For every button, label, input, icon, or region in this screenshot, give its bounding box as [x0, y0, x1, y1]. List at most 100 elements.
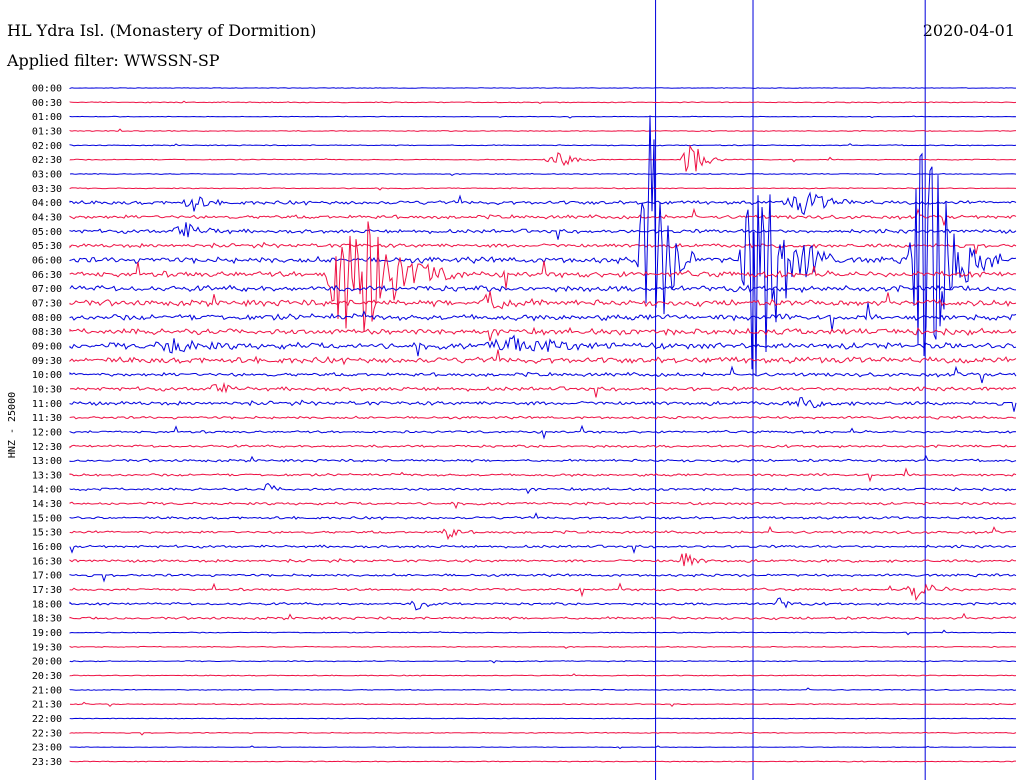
time-tick-label: 11:30	[32, 413, 62, 424]
time-tick-label: 06:30	[32, 270, 62, 281]
trace-row	[69, 482, 1017, 495]
time-tick-label: 17:30	[32, 585, 62, 596]
trace-row	[69, 553, 1016, 567]
trace-row	[69, 544, 1017, 555]
time-tick-label: 09:00	[32, 341, 62, 352]
trace-row	[69, 365, 1017, 384]
time-tick-label: 16:30	[32, 556, 62, 567]
trace-row	[69, 221, 1017, 332]
time-tick-label: 04:00	[32, 198, 62, 209]
time-tick-label: 13:00	[32, 456, 62, 467]
time-tick-label: 02:30	[32, 155, 62, 166]
event-markers	[655, 0, 926, 780]
trace-row	[69, 187, 1017, 191]
time-tick-label: 11:00	[32, 399, 62, 410]
trace-row	[69, 222, 1017, 240]
trace-row	[69, 302, 1017, 331]
trace-row	[69, 512, 1017, 521]
time-tick-label: 20:30	[32, 671, 62, 682]
trace-row	[69, 629, 1017, 636]
trace-row	[69, 612, 1017, 621]
trace-row	[69, 349, 1017, 366]
time-tick-label: 16:00	[32, 542, 62, 553]
trace-row	[69, 424, 1017, 440]
trace-row	[69, 207, 1017, 226]
trace-row	[69, 731, 1017, 736]
trace-row	[69, 284, 1017, 294]
y-axis-label: HNZ - 25000	[7, 392, 18, 458]
time-tick-label: 21:00	[32, 685, 62, 696]
trace-row	[69, 582, 1017, 602]
time-tick-label: 19:30	[32, 642, 62, 653]
plot-title: HL Ydra Isl. (Monastery of Dormition)	[7, 21, 317, 40]
time-tick-label: 14:00	[32, 485, 62, 496]
trace-row	[69, 87, 1016, 89]
time-tick-label: 22:00	[32, 714, 62, 725]
time-tick-label: 22:30	[32, 728, 62, 739]
trace-row	[69, 290, 1017, 310]
trace-row	[69, 128, 1017, 133]
trace-row	[69, 326, 1017, 342]
trace-row	[69, 143, 1017, 147]
trace-row	[69, 717, 1017, 720]
time-tick-label: 05:00	[32, 227, 62, 238]
time-tick-label: 15:30	[32, 528, 62, 539]
trace-row	[69, 396, 1017, 412]
time-tick-label: 04:30	[32, 212, 62, 223]
trace-rows	[69, 87, 1017, 763]
trace-row	[69, 745, 1017, 750]
trace-row	[69, 100, 1017, 104]
time-tick-label: 08:00	[32, 313, 62, 324]
trace-row	[69, 467, 1017, 483]
trace-row	[69, 454, 1017, 463]
time-tick-label: 18:30	[32, 614, 62, 625]
trace-row	[69, 501, 1017, 510]
time-tick-label: 01:30	[32, 126, 62, 137]
trace-row	[69, 673, 1017, 677]
trace-row	[69, 115, 1017, 119]
filter-label: Applied filter: WWSSN-SP	[7, 51, 220, 70]
time-tick-label: 00:00	[32, 84, 62, 95]
time-tick-label: 12:00	[32, 427, 62, 438]
time-tick-label: 13:30	[32, 470, 62, 481]
trace-row	[69, 573, 1017, 583]
time-tick-label: 15:00	[32, 513, 62, 524]
time-tick-label: 10:00	[32, 370, 62, 381]
trace-row	[69, 415, 1016, 420]
time-tick-label: 01:00	[32, 112, 62, 123]
time-tick-label: 03:30	[32, 184, 62, 195]
time-tick-label: 02:00	[32, 141, 62, 152]
trace-row	[69, 172, 1017, 176]
time-tick-label: 10:30	[32, 384, 62, 395]
time-tick-label: 07:30	[32, 298, 62, 309]
trace-row	[69, 645, 1016, 649]
plot-date: 2020-04-01	[922, 21, 1015, 40]
trace-row	[69, 687, 1017, 691]
time-tick-labels: 00:00 00:30 01:00 01:30 02:00 02:30 03:00 03:30…	[32, 84, 62, 769]
time-tick-label: 12:30	[32, 442, 62, 453]
trace-row	[69, 191, 1017, 216]
trace-row	[69, 760, 1016, 763]
trace-row	[69, 334, 1017, 357]
time-tick-label: 08:30	[32, 327, 62, 338]
trace-row	[69, 525, 1017, 541]
time-tick-label: 14:30	[32, 499, 62, 510]
time-tick-label: 17:00	[32, 571, 62, 582]
time-tick-label: 20:00	[32, 657, 62, 668]
trace-row	[69, 660, 1017, 664]
trace-row	[69, 241, 1017, 255]
trace-row	[69, 144, 1017, 172]
time-tick-label: 18:00	[32, 599, 62, 610]
trace-row	[69, 381, 1017, 398]
time-tick-label: 06:00	[32, 255, 62, 266]
trace-row	[69, 115, 1017, 376]
time-tick-label: 21:30	[32, 700, 62, 711]
time-tick-label: 19:00	[32, 628, 62, 639]
time-tick-label: 00:30	[32, 98, 62, 109]
time-tick-label: 03:00	[32, 169, 62, 180]
trace-row	[69, 701, 1016, 708]
time-tick-label: 09:30	[32, 356, 62, 367]
time-tick-label: 05:30	[32, 241, 62, 252]
trace-row	[69, 444, 1017, 449]
